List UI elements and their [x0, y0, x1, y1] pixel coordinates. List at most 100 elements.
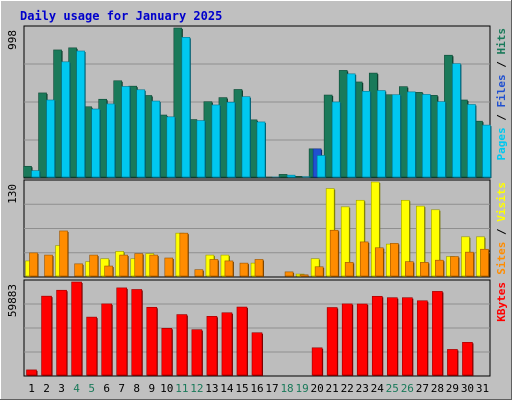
bar-kbytes-day-16 — [252, 333, 262, 375]
legend-entry-kbytes: KBytes — [495, 282, 508, 322]
bar-pages-day-7 — [122, 86, 130, 177]
x-tick-label: 19 — [295, 382, 308, 395]
bar-pages-day-15 — [242, 97, 250, 177]
bar-pages-day-26 — [407, 92, 415, 177]
bar-kbytes-day-26 — [402, 298, 412, 375]
bar-kbytes-day-23 — [357, 304, 367, 375]
x-tick-label: 24 — [371, 382, 385, 395]
bar-shadow — [295, 177, 303, 178]
bar-sites-day-27 — [420, 262, 428, 276]
bar-sites-day-8 — [135, 254, 143, 276]
bar-kbytes-day-10 — [162, 328, 172, 375]
x-tick-label: 6 — [103, 382, 110, 395]
x-tick-label: 22 — [341, 382, 354, 395]
bar-kbytes-day-13 — [207, 316, 217, 375]
bar-sites-day-7 — [120, 255, 128, 276]
x-tick-label: 31 — [476, 382, 489, 395]
legend-separator: / — [495, 108, 508, 128]
bar-sites-day-29 — [450, 257, 458, 276]
panel-kbytes: 59883 KBytes — [6, 280, 508, 376]
x-tick-label: 9 — [148, 382, 155, 395]
bar-sites-day-28 — [435, 260, 443, 276]
x-tick-label: 7 — [118, 382, 125, 395]
bar-sites-day-1 — [30, 253, 38, 276]
bar-kbytes-day-2 — [42, 296, 52, 375]
bar-kbytes-day-21 — [327, 308, 337, 375]
bar-sites-day-30 — [465, 252, 473, 276]
legend-pages-files-hits: Pages / Files / Hits — [495, 28, 508, 161]
x-tick-label: 21 — [326, 382, 339, 395]
bar-kbytes-day-1 — [27, 370, 37, 375]
panel-visits-sites: 130 Sites / Visits — [6, 180, 508, 277]
chart-title: Daily usage for January 2025 — [20, 9, 222, 23]
bar-kbytes-day-12 — [192, 330, 202, 375]
bar-pages-day-20 — [317, 155, 325, 177]
legend-separator: / — [495, 55, 508, 75]
x-tick-label: 11 — [175, 382, 188, 395]
x-tick-label: 13 — [205, 382, 218, 395]
legend-kbytes: KBytes — [495, 282, 508, 322]
bar-pages-day-23 — [362, 91, 370, 177]
legend-entry-files: Files — [495, 74, 508, 107]
y-max-label: 998 — [6, 30, 19, 50]
y-max-label: 130 — [6, 184, 19, 204]
bar-sites-day-3 — [60, 231, 68, 276]
bar-sites-day-15 — [240, 263, 248, 276]
legend-entry-hits: Hits — [495, 28, 508, 55]
bar-hits-day-2 — [39, 93, 47, 177]
bar-kbytes-day-11 — [177, 315, 187, 375]
legend-visits-sites: Sites / Visits — [495, 182, 508, 275]
x-tick-label: 20 — [311, 382, 324, 395]
y-max-label: 59883 — [6, 284, 19, 317]
bar-kbytes-day-6 — [102, 304, 112, 375]
x-tick-label: 26 — [401, 382, 414, 395]
bar-sites-day-31 — [480, 249, 488, 276]
bar-sites-day-11 — [180, 233, 188, 276]
x-tick-label: 5 — [88, 382, 95, 395]
x-tick-label: 1 — [28, 382, 35, 395]
bar-pages-day-10 — [167, 117, 175, 177]
bar-kbytes-day-27 — [417, 301, 427, 375]
bar-kbytes-day-28 — [432, 291, 442, 375]
bar-sites-day-18 — [285, 272, 293, 276]
bar-pages-day-30 — [467, 105, 475, 177]
bar-kbytes-day-22 — [342, 304, 352, 375]
bar-sites-day-20 — [315, 267, 323, 276]
bar-kbytes-day-5 — [87, 317, 97, 375]
x-tick-label: 4 — [73, 382, 80, 395]
bar-kbytes-day-3 — [57, 290, 67, 375]
bar-pages-day-25 — [392, 95, 400, 177]
bar-sites-day-4 — [75, 264, 83, 276]
x-tick-label: 3 — [58, 382, 65, 395]
x-tick-label: 28 — [431, 382, 444, 395]
x-tick-label: 27 — [416, 382, 429, 395]
bar-pages-day-13 — [212, 105, 220, 177]
bar-kbytes-day-30 — [462, 342, 472, 375]
bar-kbytes-day-25 — [387, 298, 397, 375]
bar-hits-day-1 — [24, 166, 32, 177]
bar-kbytes-day-4 — [72, 282, 82, 375]
bar-sites-day-10 — [165, 258, 173, 276]
x-tick-label: 16 — [250, 382, 263, 395]
bar-sites-day-2 — [45, 255, 53, 276]
legend-entry-sites: Sites — [495, 242, 508, 275]
bar-sites-day-9 — [150, 255, 158, 276]
x-tick-label: 25 — [386, 382, 399, 395]
bar-pages-day-14 — [227, 102, 235, 177]
bar-sites-day-19 — [300, 275, 308, 276]
bar-kbytes-day-20 — [312, 348, 322, 375]
bar-pages-day-18 — [287, 175, 295, 177]
x-tick-label: 18 — [280, 382, 293, 395]
bar-kbytes-day-14 — [222, 313, 232, 375]
bar-pages-day-6 — [107, 104, 115, 177]
bar-pages-day-22 — [347, 74, 355, 177]
x-tick-label: 14 — [220, 382, 234, 395]
bar-pages-day-1 — [32, 171, 40, 177]
bar-pages-day-8 — [137, 90, 145, 177]
x-tick-label: 10 — [160, 382, 173, 395]
bar-sites-day-13 — [210, 259, 218, 276]
x-tick-label: 29 — [446, 382, 459, 395]
bar-sites-day-26 — [405, 262, 413, 276]
bar-pages-day-2 — [47, 100, 55, 177]
